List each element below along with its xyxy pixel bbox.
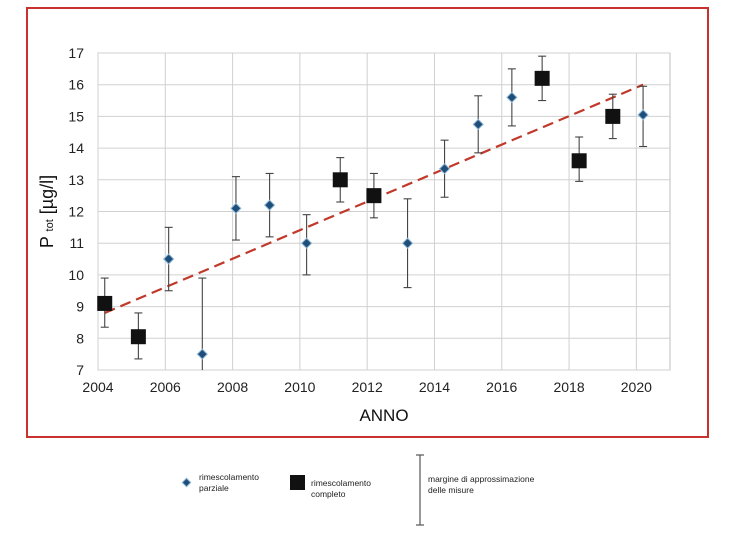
x-tick-label: 2010 xyxy=(284,379,315,395)
x-tick-label: 2014 xyxy=(419,379,450,395)
y-axis-title-sub: tot xyxy=(44,219,56,231)
y-tick-label: 11 xyxy=(69,235,84,251)
data-point-completo xyxy=(571,153,587,169)
data-point-parziale xyxy=(472,118,484,130)
data-point-completo xyxy=(366,188,382,204)
x-tick-label: 2004 xyxy=(82,379,113,395)
x-tick-label: 2020 xyxy=(621,379,652,395)
data-point-parziale xyxy=(300,237,313,249)
x-tick-label: 2018 xyxy=(553,379,584,395)
y-axis-title-main: P xyxy=(37,231,57,248)
x-tick-label: 2006 xyxy=(150,379,181,395)
y-tick-label: 9 xyxy=(76,299,84,315)
data-point-completo xyxy=(332,172,348,188)
y-tick-label: 16 xyxy=(68,77,84,93)
y-tick-label: 10 xyxy=(68,267,84,283)
data-point-parziale xyxy=(163,253,175,265)
y-tick-label: 12 xyxy=(68,204,84,220)
data-point-parziale xyxy=(506,91,518,104)
data-point-parziale xyxy=(401,237,414,249)
data-point-completo xyxy=(97,295,113,311)
x-tick-label: 2012 xyxy=(352,379,383,395)
data-point-parziale xyxy=(230,202,242,214)
data-point-completo xyxy=(130,329,146,345)
data-point-parziale xyxy=(438,163,451,175)
data-point-parziale xyxy=(196,348,208,360)
x-tick-label: 2016 xyxy=(486,379,517,395)
data-point-parziale xyxy=(263,199,276,211)
y-tick-label: 13 xyxy=(68,172,84,188)
chart-frame xyxy=(26,7,709,438)
y-tick-label: 15 xyxy=(68,108,84,124)
x-axis-title: ANNO xyxy=(359,406,408,425)
y-axis-title: P tot [µg/l] xyxy=(37,175,57,248)
x-tick-label: 2008 xyxy=(217,379,248,395)
y-tick-label: 8 xyxy=(76,330,84,346)
data-point-completo xyxy=(534,70,550,86)
y-tick-label: 17 xyxy=(68,45,84,61)
y-tick-label: 14 xyxy=(68,140,84,156)
data-point-parziale xyxy=(637,109,649,121)
data-point-completo xyxy=(605,108,621,124)
y-axis-title-unit: [µg/l] xyxy=(37,175,57,219)
y-tick-label: 7 xyxy=(76,362,84,378)
